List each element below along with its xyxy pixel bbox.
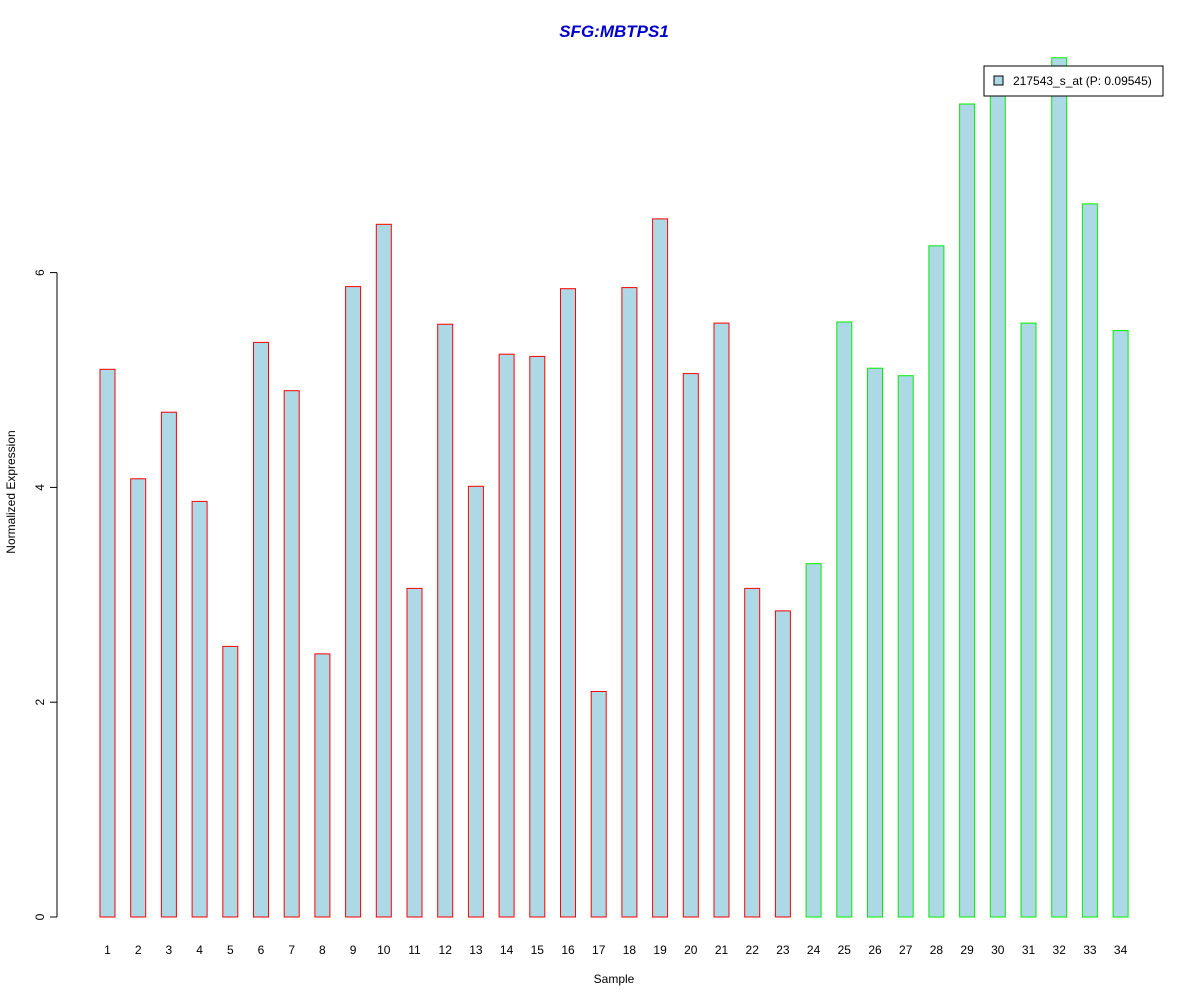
bar-sample-3 — [160, 411, 177, 918]
y-tick-label: 0 — [33, 913, 47, 920]
bar-sample-27 — [897, 375, 914, 918]
x-tick-label: 34 — [1114, 943, 1128, 957]
bar-sample-21 — [713, 322, 730, 918]
x-tick-label: 17 — [592, 943, 606, 957]
x-tick-label: 27 — [899, 943, 913, 957]
x-tick-label: 30 — [991, 943, 1005, 957]
bar-sample-15 — [529, 355, 546, 918]
bar-sample-13 — [467, 485, 484, 918]
legend-label: 217543_s_at (P: 0.09545) — [1013, 74, 1152, 88]
legend-box — [983, 65, 1164, 97]
bar-sample-12 — [437, 323, 454, 918]
x-tick-label: 25 — [838, 943, 852, 957]
x-tick-label: 2 — [135, 943, 142, 957]
bar-sample-20 — [682, 373, 699, 918]
bar-sample-22 — [744, 587, 761, 918]
legend: 217543_s_at (P: 0.09545) — [983, 65, 1164, 97]
x-tick-label: 31 — [1022, 943, 1036, 957]
bar-sample-14 — [498, 353, 515, 918]
bar-sample-1 — [99, 368, 116, 918]
bar-sample-6 — [253, 341, 269, 918]
x-tick-label: 23 — [776, 943, 790, 957]
bar-sample-23 — [774, 610, 791, 918]
x-tick-label: 4 — [196, 943, 203, 957]
x-tick-label: 9 — [350, 943, 357, 957]
chart-title: SFG:MBTPS1 — [559, 22, 669, 41]
x-tick-label: 16 — [561, 943, 575, 957]
x-axis-label: Sample — [594, 972, 635, 986]
x-tick-label: 21 — [715, 943, 729, 957]
bar-sample-2 — [130, 478, 147, 918]
x-tick-label: 11 — [408, 943, 421, 957]
x-tick-label: 5 — [227, 943, 234, 957]
x-tick-label: 24 — [807, 943, 821, 957]
x-tick-label: 12 — [439, 943, 453, 957]
bar-sample-33 — [1081, 203, 1098, 918]
x-tick-label: 1 — [104, 943, 111, 957]
bar-sample-30 — [989, 84, 1006, 918]
bar-sample-29 — [959, 103, 976, 918]
bar-sample-24 — [805, 563, 822, 918]
bar-sample-28 — [928, 245, 945, 918]
bar-sample-19 — [652, 218, 669, 918]
bar-sample-17 — [590, 691, 607, 918]
x-tick-label: 13 — [469, 943, 483, 957]
x-tick-label: 28 — [930, 943, 944, 957]
axis-layer: 0 2 4 6 — [33, 269, 58, 920]
bar-sample-16 — [560, 288, 576, 918]
x-tick-label: 19 — [653, 943, 667, 957]
x-tick-label: 14 — [500, 943, 514, 957]
x-tick-labels: 1 2 3 4 5 6 7 8 9 10 11 12 13 14 15 16 17 18 19 20 21 22 23 24 2… — [104, 943, 1127, 957]
x-tick-label: 29 — [960, 943, 974, 957]
x-tick-label: 22 — [746, 943, 760, 957]
x-tick-label: 3 — [166, 943, 173, 957]
bar-sample-5 — [222, 645, 239, 918]
bar-sample-32 — [1051, 57, 1068, 918]
x-tick-label: 18 — [623, 943, 637, 957]
bar-sample-11 — [406, 587, 423, 918]
bar-sample-7 — [283, 390, 300, 918]
bar-sample-34 — [1112, 330, 1129, 918]
bar-sample-26 — [867, 367, 883, 918]
bar-sample-25 — [836, 321, 853, 918]
bar-sample-31 — [1020, 322, 1037, 918]
bar-sample-10 — [375, 223, 392, 918]
x-tick-label: 7 — [288, 943, 295, 957]
x-tick-label: 20 — [684, 943, 698, 957]
x-tick-label: 6 — [258, 943, 265, 957]
legend-swatch — [993, 75, 1004, 86]
x-tick-label: 10 — [377, 943, 391, 957]
x-tick-label: 32 — [1053, 943, 1067, 957]
bar-sample-8 — [314, 653, 331, 918]
y-axis-label: Normalized Expression — [4, 430, 18, 553]
x-tick-label: 26 — [868, 943, 882, 957]
x-tick-label: 15 — [531, 943, 545, 957]
y-tick-label: 2 — [33, 699, 47, 706]
bar-sample-18 — [621, 287, 638, 918]
y-tick-label: 4 — [33, 484, 47, 491]
x-tick-label: 33 — [1083, 943, 1097, 957]
bars-layer — [99, 57, 1129, 918]
bar-sample-9 — [345, 286, 362, 918]
x-tick-label: 8 — [319, 943, 326, 957]
y-tick-label: 6 — [33, 269, 47, 276]
bar-sample-4 — [191, 500, 208, 918]
